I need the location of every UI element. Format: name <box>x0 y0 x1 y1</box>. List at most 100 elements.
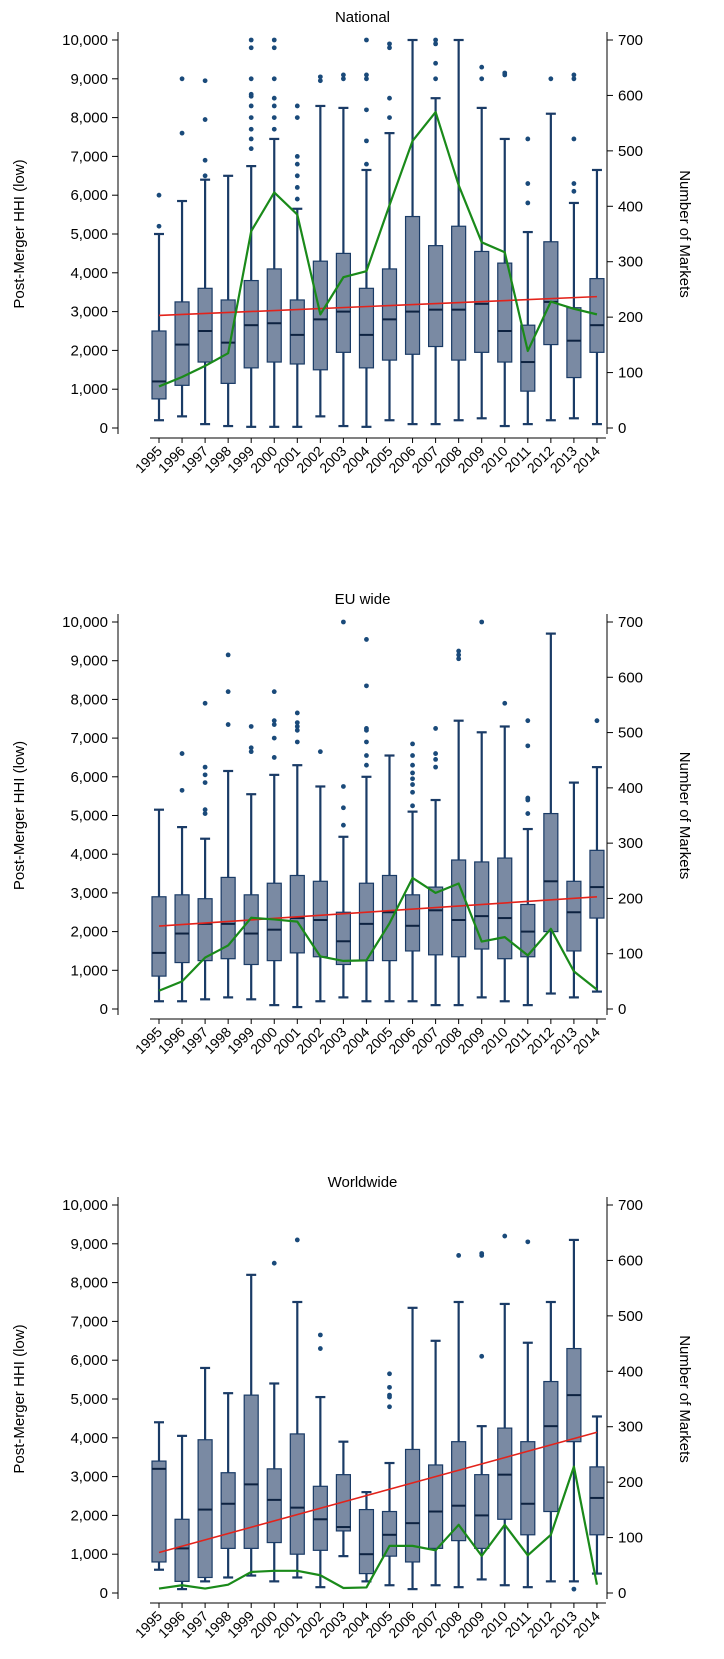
outlier-point <box>271 76 277 82</box>
y2-tick-label: 100 <box>618 946 643 963</box>
outlier-point <box>479 76 485 82</box>
box-2004 <box>358 1491 375 1583</box>
box-iqr <box>289 874 305 954</box>
outlier-point <box>248 91 254 97</box>
outlier-point <box>202 807 208 813</box>
outlier-point <box>341 822 346 828</box>
y-tick-label: 8,000 <box>70 1275 108 1292</box>
y2-tick-label: 600 <box>618 669 643 686</box>
outlier-point <box>502 1233 508 1239</box>
outlier-point <box>594 718 600 724</box>
y-tick-label: 6,000 <box>70 769 108 786</box>
y-tick-label: 6,000 <box>70 1352 108 1369</box>
box-iqr <box>220 876 236 960</box>
outlier-point <box>294 161 300 167</box>
outlier-point <box>248 136 254 142</box>
outlier-point <box>387 1392 392 1398</box>
box-iqr <box>312 260 328 371</box>
box-2000 <box>266 689 282 1007</box>
box-iqr <box>497 262 513 363</box>
box-2012 <box>543 76 559 422</box>
box-iqr <box>404 1448 421 1563</box>
box-1998 <box>220 174 236 428</box>
outlier-point <box>294 1237 300 1243</box>
box-2004 <box>358 37 375 428</box>
box-1998 <box>220 652 236 999</box>
y2-tick-label: 700 <box>618 32 643 49</box>
box-iqr <box>174 1518 190 1582</box>
outlier-point <box>202 117 208 122</box>
outlier-point <box>225 689 231 695</box>
box-iqr <box>335 1474 351 1532</box>
outlier-point <box>433 60 438 66</box>
chart-title: EU wide <box>335 591 391 608</box>
outlier-point <box>433 41 438 47</box>
box-2003 <box>335 1440 351 1558</box>
box-iqr <box>174 894 190 964</box>
outlier-point <box>294 727 300 733</box>
box-2013 <box>566 1238 582 1592</box>
outlier-point <box>456 648 462 654</box>
box-2002 <box>312 74 328 418</box>
box-iqr <box>243 894 259 966</box>
outlier-point <box>202 780 208 786</box>
box-iqr <box>151 330 167 400</box>
outlier-point <box>479 619 485 625</box>
box-2014 <box>589 1415 605 1575</box>
y-tick-label: 2,000 <box>70 924 108 941</box>
box-iqr <box>381 874 398 962</box>
y2-axis-label: Number of Markets <box>676 752 693 880</box>
outlier-point <box>271 37 277 43</box>
outlier-point <box>525 795 531 801</box>
outlier-point <box>525 181 531 186</box>
outlier-point <box>202 764 208 770</box>
outlier-point <box>433 764 438 770</box>
box-2007 <box>428 726 444 1007</box>
outlier-point <box>202 811 208 816</box>
box-1995 <box>151 1421 167 1571</box>
y2-tick-label: 600 <box>618 1252 643 1269</box>
y2-tick-label: 500 <box>618 725 643 742</box>
y-tick-label: 0 <box>100 1585 108 1602</box>
outlier-point <box>271 722 277 727</box>
outlier-point <box>317 1346 323 1351</box>
chart-title: National <box>335 9 390 26</box>
box-iqr <box>520 1441 536 1536</box>
outlier-point <box>479 1353 485 1359</box>
outlier-point <box>179 751 185 756</box>
y-tick-label: 1,000 <box>70 1546 108 1563</box>
outlier-point <box>502 70 508 76</box>
box-iqr <box>520 324 536 392</box>
chart-panel: National 0 1,000 2,000 3,000 4,000 5,000 6,000 7… <box>11 9 693 476</box>
outlier-point <box>571 136 577 142</box>
box-2000 <box>266 1260 282 1583</box>
box-2011 <box>520 718 536 1007</box>
box-2000 <box>266 37 282 428</box>
markets-line <box>158 876 598 992</box>
outlier-point <box>548 76 554 82</box>
box-2001 <box>289 103 305 428</box>
box-iqr <box>266 268 282 363</box>
outlier-point <box>341 784 346 789</box>
y-tick-label: 6,000 <box>70 187 108 204</box>
y-tick-label: 1,000 <box>70 962 108 979</box>
outlier-point <box>248 745 254 751</box>
outlier-point <box>271 735 277 741</box>
box-iqr <box>404 894 421 952</box>
outlier-point <box>341 72 346 78</box>
outlier-point <box>294 739 300 745</box>
y-tick-label: 2,000 <box>70 1507 108 1524</box>
chart-panel: Worldwide 0 1,000 2,000 3,000 4,000 5,000 6,000… <box>11 1174 693 1641</box>
markets-line <box>158 110 598 388</box>
chart-panel: EU wide 0 1,000 2,000 3,000 4,000 5,000 6,000 7,… <box>11 591 693 1057</box>
outlier-point <box>156 223 162 229</box>
outlier-point <box>294 173 300 179</box>
chart-title: Worldwide <box>328 1174 398 1191</box>
y-tick-label: 10,000 <box>62 32 108 49</box>
trend-line <box>158 1431 598 1554</box>
x-tick-label: 2014 <box>570 1024 603 1057</box>
box-2005 <box>381 754 398 1003</box>
outlier-point <box>525 718 531 724</box>
outlier-point <box>179 76 185 82</box>
outlier-point <box>525 743 531 749</box>
